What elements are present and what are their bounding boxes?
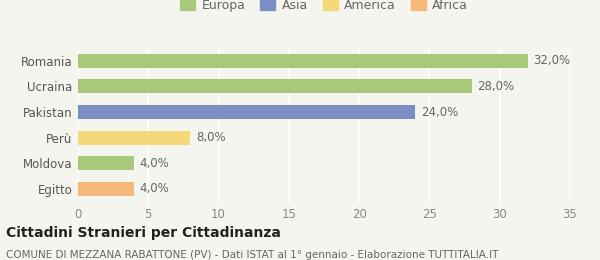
Bar bbox=[78, 131, 190, 145]
Text: Cittadini Stranieri per Cittadinanza: Cittadini Stranieri per Cittadinanza bbox=[6, 226, 281, 240]
Text: COMUNE DI MEZZANA RABATTONE (PV) - Dati ISTAT al 1° gennaio - Elaborazione TUTTI: COMUNE DI MEZZANA RABATTONE (PV) - Dati … bbox=[6, 250, 499, 259]
Legend: Europa, Asia, America, Africa: Europa, Asia, America, Africa bbox=[175, 0, 473, 17]
Text: 28,0%: 28,0% bbox=[477, 80, 514, 93]
Bar bbox=[78, 80, 472, 94]
Text: 8,0%: 8,0% bbox=[196, 131, 226, 144]
Bar bbox=[78, 182, 134, 196]
Text: 4,0%: 4,0% bbox=[140, 157, 170, 170]
Bar bbox=[78, 105, 415, 119]
Text: 4,0%: 4,0% bbox=[140, 182, 170, 195]
Text: 24,0%: 24,0% bbox=[421, 106, 458, 119]
Bar bbox=[78, 54, 528, 68]
Text: 32,0%: 32,0% bbox=[533, 54, 571, 67]
Bar bbox=[78, 156, 134, 170]
